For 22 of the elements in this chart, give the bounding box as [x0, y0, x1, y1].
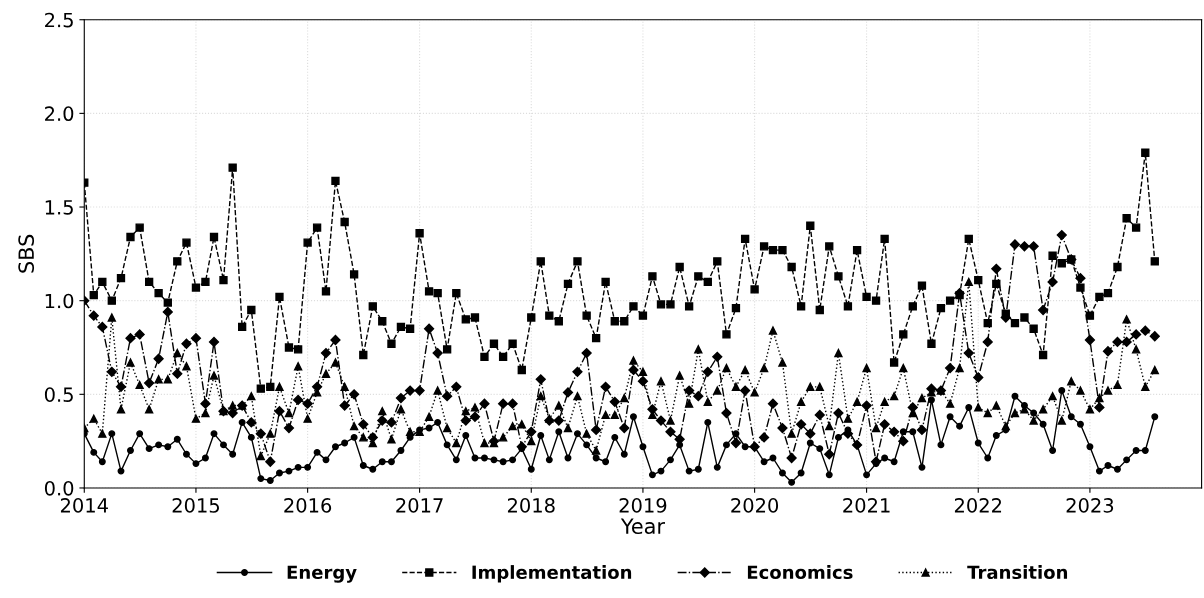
legend-label: Implementation — [472, 565, 632, 583]
y-tick-label: 1.5 — [45, 200, 73, 215]
x-tick-label: 2017 — [396, 498, 443, 513]
x-tick-label: 2014 — [60, 498, 108, 513]
x-tick-label: 2021 — [843, 498, 890, 513]
y-axis-title: SBS — [18, 234, 35, 273]
x-tick-label: 2015 — [172, 498, 219, 513]
x-tick-label: 2020 — [731, 498, 779, 513]
y-tick-label: 2.0 — [45, 106, 74, 122]
x-tick-label: 2016 — [284, 498, 332, 513]
legend-label: Transition — [967, 565, 1068, 580]
y-tick-label: 0.5 — [44, 387, 73, 402]
x-tick-label: 2018 — [507, 498, 555, 513]
y-tick-label: 1.0 — [45, 293, 74, 309]
legend-label: Energy — [287, 565, 357, 583]
x-tick-label: 2022 — [954, 498, 1002, 513]
y-tick-label: 2.5 — [45, 12, 73, 28]
y-tick-label: 0.0 — [44, 480, 74, 496]
legend-label: Economics — [747, 565, 853, 580]
x-tick-label: 2023 — [1066, 498, 1114, 513]
x-axis-title: Year — [620, 518, 665, 535]
x-tick-label: 2019 — [619, 498, 667, 513]
